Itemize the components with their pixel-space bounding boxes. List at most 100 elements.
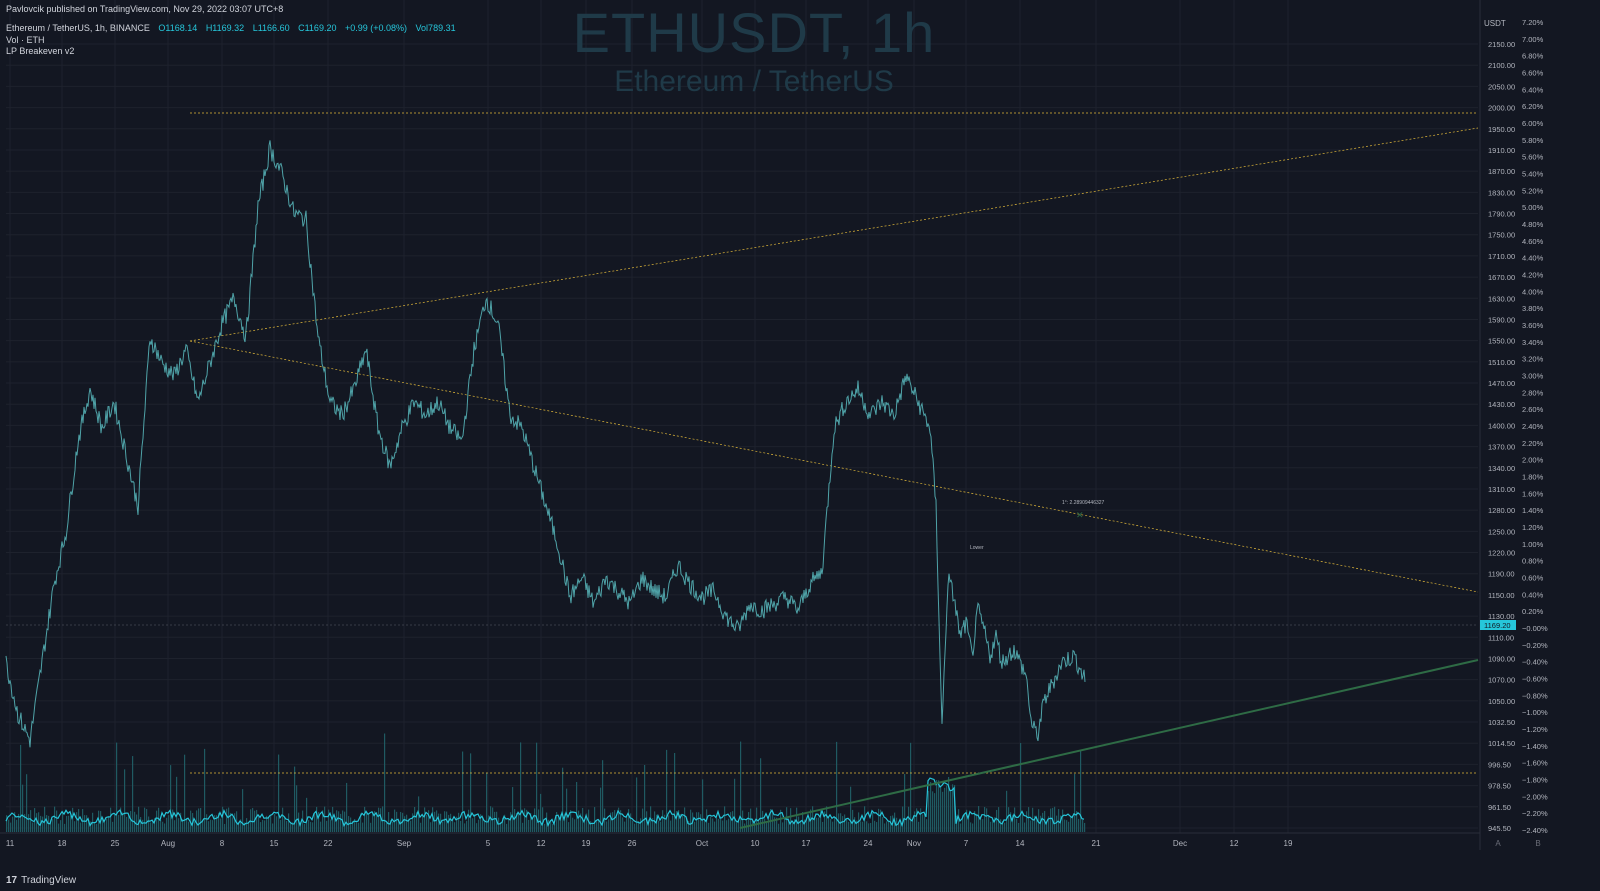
volume-bar bbox=[958, 809, 960, 832]
volume-bar bbox=[194, 821, 196, 832]
price-tick-label: 1790.00 bbox=[1488, 210, 1515, 219]
volume-bar bbox=[564, 813, 566, 832]
green-trend-line bbox=[739, 659, 1479, 829]
volume-bar bbox=[530, 813, 532, 832]
volume-bar bbox=[184, 754, 186, 832]
volume-bar bbox=[862, 821, 864, 832]
volume-bar bbox=[60, 820, 62, 832]
volume-bar bbox=[796, 807, 798, 832]
tradingview-logo[interactable]: 17 TradingView bbox=[6, 875, 76, 886]
volume-bar bbox=[878, 808, 880, 832]
legend-high: H1169.32 bbox=[205, 23, 245, 33]
volume-bar bbox=[652, 818, 654, 832]
volume-bar bbox=[44, 806, 46, 832]
percent-tick-label: 1.20% bbox=[1522, 523, 1544, 532]
percent-tick-label: −1.00% bbox=[1522, 708, 1548, 717]
legend-symbol[interactable]: Ethereum / TetherUS, 1h, BINANCE bbox=[6, 23, 150, 33]
volume-bar bbox=[634, 823, 636, 832]
volume-bar bbox=[1076, 811, 1078, 832]
volume-bar bbox=[294, 766, 296, 832]
volume-bar bbox=[578, 810, 580, 832]
legend-open: O1168.14 bbox=[158, 23, 198, 33]
price-tick-label: 1950.00 bbox=[1488, 125, 1515, 134]
volume-bar bbox=[206, 814, 208, 832]
grid bbox=[6, 0, 1478, 833]
volume-bar bbox=[406, 814, 408, 832]
volume-bar bbox=[876, 822, 878, 832]
volume-bar bbox=[928, 790, 930, 832]
volume-bar bbox=[76, 812, 78, 832]
volume-bar bbox=[1016, 818, 1018, 832]
volume-bar bbox=[1064, 819, 1066, 832]
volume-bar bbox=[842, 816, 844, 832]
volume-bar bbox=[970, 822, 972, 832]
volume-bar bbox=[882, 817, 884, 832]
price-tick-label: 1280.00 bbox=[1488, 506, 1515, 515]
last-price-tag bbox=[1480, 620, 1516, 630]
price-tick-label: 1670.00 bbox=[1488, 273, 1515, 282]
volume-bar bbox=[318, 812, 320, 832]
volume-bar bbox=[1024, 822, 1026, 832]
legend-indicator-lp[interactable]: LP Breakeven v2 bbox=[6, 46, 80, 56]
volume-bar bbox=[720, 816, 722, 832]
volume-bar bbox=[950, 791, 952, 832]
volume-bar bbox=[818, 817, 820, 832]
tradingview-logo-icon: 17 bbox=[6, 875, 18, 886]
volume-bar bbox=[428, 810, 430, 832]
price-chart[interactable]: 1°: 2.28909446327 ✕ Lower USDT 2150.00 2100.… bbox=[0, 0, 1600, 870]
volume-bar bbox=[144, 807, 146, 832]
volume-bar bbox=[884, 823, 886, 832]
volume-bar bbox=[572, 817, 574, 832]
angle-annotation: 1°: 2.28909446327 bbox=[1062, 500, 1105, 506]
volume-bar bbox=[94, 822, 96, 832]
volume-bar bbox=[216, 815, 218, 832]
volume-bar bbox=[608, 819, 610, 832]
volume-bar bbox=[18, 813, 20, 832]
volume-bar bbox=[732, 811, 734, 832]
volume-bar bbox=[1082, 819, 1084, 832]
volume-bar bbox=[1028, 807, 1030, 832]
volume-bar bbox=[914, 811, 916, 832]
volume-bar bbox=[854, 817, 856, 832]
price-tick-label: 2000.00 bbox=[1488, 104, 1515, 113]
volume-bar bbox=[592, 822, 594, 832]
volume-bar bbox=[266, 815, 268, 832]
volume-bar bbox=[662, 810, 664, 832]
price-tick-label: 1870.00 bbox=[1488, 167, 1515, 176]
volume-bar bbox=[468, 809, 470, 832]
volume-bar bbox=[296, 785, 298, 832]
volume-bar bbox=[944, 787, 946, 832]
percent-tick-label: −2.20% bbox=[1522, 809, 1548, 818]
volume-bar bbox=[1014, 807, 1016, 832]
volume-bar bbox=[46, 815, 48, 832]
volume-bar bbox=[936, 780, 938, 832]
volume-bar bbox=[398, 821, 400, 832]
volume-bar bbox=[454, 822, 456, 832]
volume-bar bbox=[408, 818, 410, 832]
legend-close: C1169.20 bbox=[298, 23, 337, 33]
volume-bar bbox=[764, 818, 766, 832]
volume-bar bbox=[734, 778, 736, 832]
volume-pane bbox=[5, 733, 1086, 832]
time-tick-label: Dec bbox=[1173, 839, 1187, 848]
volume-bar bbox=[618, 807, 620, 832]
volume-bar bbox=[558, 817, 560, 832]
volume-bar bbox=[678, 810, 680, 832]
volume-bar bbox=[70, 815, 72, 832]
volume-bar bbox=[430, 822, 432, 832]
volume-bar bbox=[474, 814, 476, 832]
footer: 17 TradingView bbox=[0, 870, 1600, 891]
volume-bar bbox=[150, 822, 152, 832]
legend-indicator-volume[interactable]: Vol · ETH bbox=[6, 35, 51, 45]
volume-bar bbox=[708, 822, 710, 832]
time-tick-label: 12 bbox=[537, 839, 546, 848]
volume-bar bbox=[138, 806, 140, 832]
volume-bar bbox=[38, 812, 40, 832]
volume-bar bbox=[278, 754, 280, 832]
volume-bar bbox=[222, 806, 224, 832]
volume-bar bbox=[502, 817, 504, 832]
volume-bar bbox=[566, 788, 568, 832]
volume-bar bbox=[748, 812, 750, 832]
volume-bar bbox=[68, 815, 70, 832]
volume-bar bbox=[856, 820, 858, 832]
